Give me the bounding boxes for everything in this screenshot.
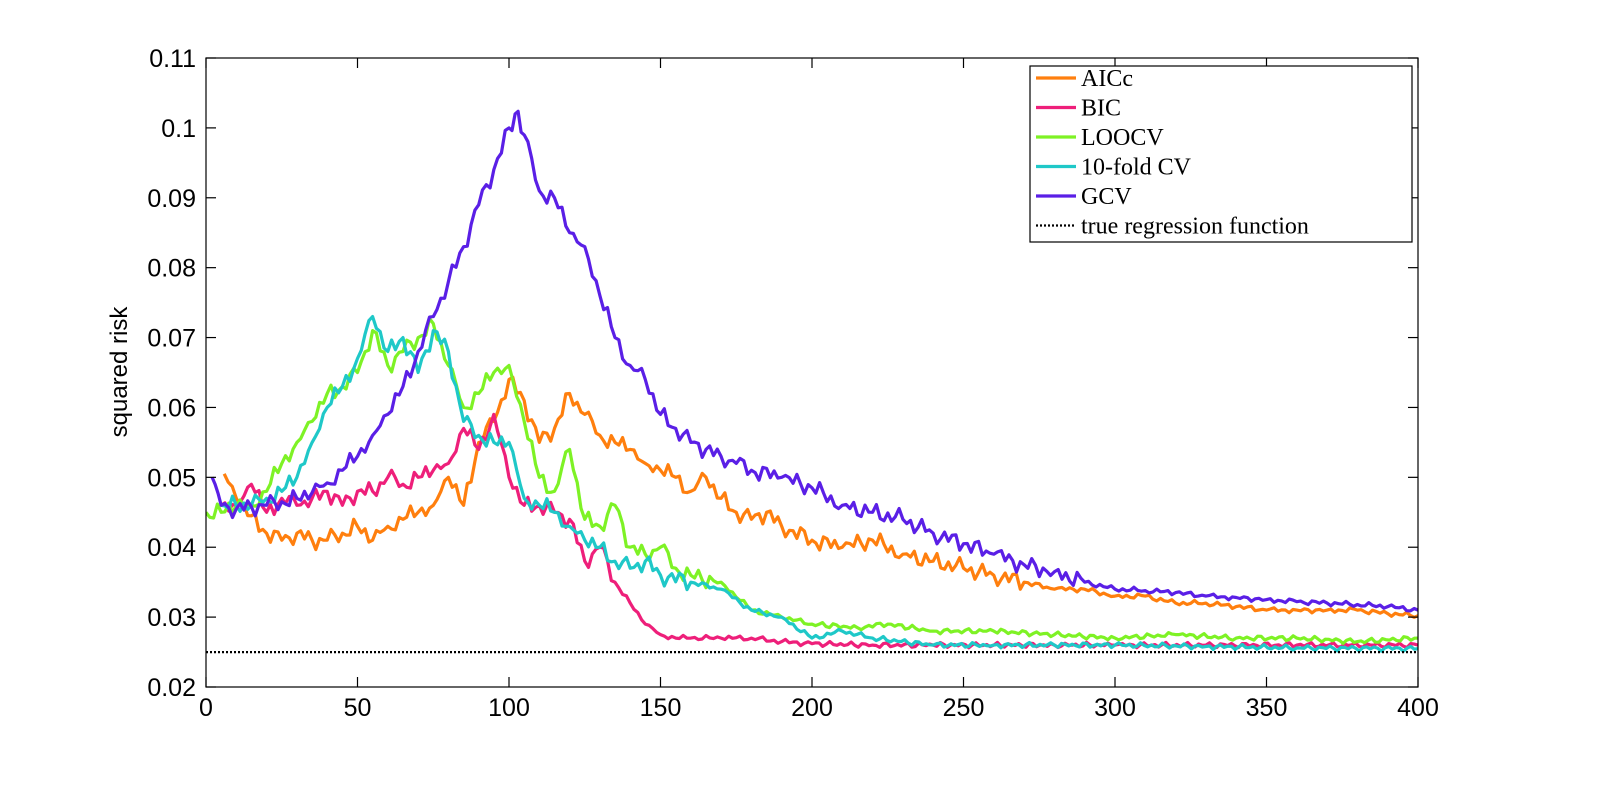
x-tick-label: 300 bbox=[1094, 694, 1136, 722]
y-tick-label: 0.04 bbox=[147, 534, 196, 562]
y-tick-label: 0.11 bbox=[149, 45, 196, 73]
x-tick-label: 250 bbox=[943, 694, 985, 722]
y-tick-label: 0.07 bbox=[147, 325, 196, 353]
y-tick-label: 0.03 bbox=[147, 604, 196, 632]
x-tick-label: 50 bbox=[344, 694, 372, 722]
legend: AICc BIC LOOCV 10-fold CV GCV true regression… bbox=[1029, 65, 1413, 243]
y-axis-title: squared risk bbox=[106, 306, 133, 438]
x-tick-label: 350 bbox=[1246, 694, 1288, 722]
series-line-loocv bbox=[206, 316, 1418, 645]
y-axis: 0.02 0.03 0.04 0.05 0.06 0.07 0.08 0.09 0.1 0.11 bbox=[147, 45, 1418, 702]
y-tick-label: 0.02 bbox=[147, 674, 196, 702]
series-layer bbox=[206, 109, 1418, 654]
x-tick-label: 150 bbox=[640, 694, 682, 722]
y-tick-label: 0.05 bbox=[147, 464, 196, 492]
series-line-gcv bbox=[210, 109, 1418, 613]
legend-label: 10-fold CV bbox=[1081, 155, 1192, 181]
y-tick-label: 0.06 bbox=[147, 394, 196, 422]
series-line-10-fold-cv bbox=[220, 315, 1418, 653]
legend-label: LOOCV bbox=[1081, 125, 1164, 151]
legend-label: true regression function bbox=[1081, 214, 1309, 240]
x-tick-label: 100 bbox=[488, 694, 530, 722]
x-tick-label: 400 bbox=[1397, 694, 1439, 722]
x-axis: 0 50 100 150 200 250 300 350 400 bbox=[199, 58, 1439, 722]
legend-label: GCV bbox=[1081, 184, 1132, 210]
y-tick-label: 0.09 bbox=[147, 185, 196, 213]
x-tick-label: 200 bbox=[791, 694, 833, 722]
series-line-aicc bbox=[222, 375, 1418, 619]
legend-items: AICc BIC LOOCV 10-fold CV GCV true regression… bbox=[1036, 66, 1309, 240]
legend-label: AICc bbox=[1081, 66, 1133, 92]
y-tick-label: 0.08 bbox=[147, 255, 196, 283]
legend-label: BIC bbox=[1081, 96, 1121, 122]
y-tick-label: 0.1 bbox=[161, 115, 196, 143]
x-tick-label: 0 bbox=[199, 694, 213, 722]
legend-box bbox=[1029, 65, 1413, 243]
